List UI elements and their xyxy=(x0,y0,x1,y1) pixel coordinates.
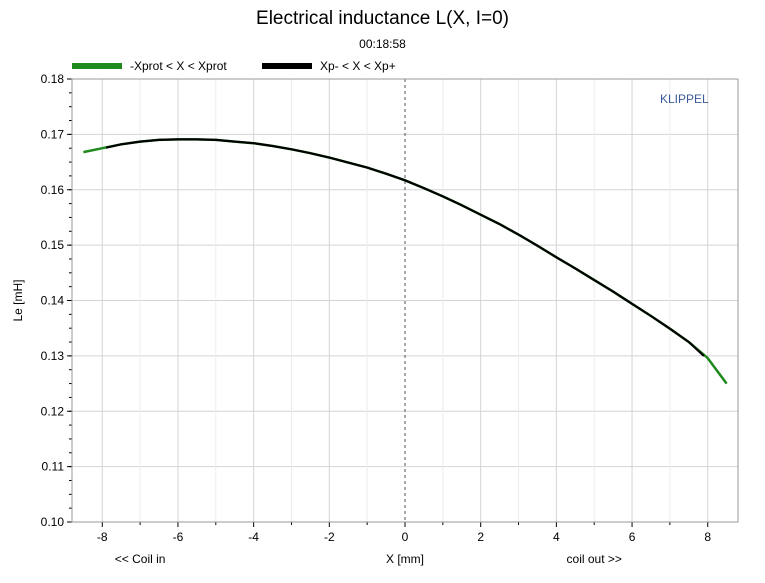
label-layer: 0.10 0.11 0.12 0.13 0.14 0.15 0.16 0.17 0.18 -8 -6… xyxy=(41,72,712,544)
y-tick-label: 0.17 xyxy=(41,127,65,141)
grid-layer xyxy=(72,79,738,522)
legend-label-xp: Xp- < X < Xp+ xyxy=(320,59,396,73)
chart-title: Electrical inductance L(X, I=0) xyxy=(256,8,509,29)
chart-timestamp: 00:18:58 xyxy=(359,37,406,51)
y-tick-label: 0.13 xyxy=(41,349,65,363)
x-tick-label: -4 xyxy=(248,530,259,544)
x-axis-label-coil-out: coil out >> xyxy=(567,552,622,566)
y-tick-label: 0.14 xyxy=(41,294,65,308)
y-tick-label: 0.18 xyxy=(41,72,65,86)
x-tick-label: 6 xyxy=(629,530,636,544)
x-tick-label: 8 xyxy=(704,530,711,544)
x-axis-label: X [mm] xyxy=(386,552,424,566)
x-tick-label: -6 xyxy=(173,530,184,544)
legend-item-xprot: -Xprot < X < Xprot xyxy=(72,58,227,74)
series-layer xyxy=(83,138,728,385)
y-tick-label: 0.16 xyxy=(41,183,65,197)
x-axis-label-coil-in: << Coil in xyxy=(115,552,166,566)
y-axis-label: Le [mH] xyxy=(11,279,25,321)
series-line-xp xyxy=(105,138,705,357)
plot-frame xyxy=(71,78,739,523)
x-tick-label: 2 xyxy=(477,530,484,544)
y-tick-label: 0.12 xyxy=(41,404,65,418)
y-tick-label: 0.11 xyxy=(42,460,65,474)
x-tick-label: -2 xyxy=(324,530,335,544)
legend-label-xprot: -Xprot < X < Xprot xyxy=(130,59,227,73)
y-tick-label: 0.15 xyxy=(41,238,65,252)
x-tick-label: -8 xyxy=(97,530,108,544)
y-tick-label: 0.10 xyxy=(41,515,65,529)
legend-swatch-black xyxy=(262,63,312,69)
tick-layer xyxy=(67,78,709,527)
x-tick-label: 4 xyxy=(553,530,560,544)
x-tick-label: 0 xyxy=(402,530,409,544)
legend-item-xp: Xp- < X < Xp+ xyxy=(262,58,396,74)
legend-swatch-green xyxy=(72,63,122,69)
klippel-watermark: KLIPPEL xyxy=(660,92,709,106)
